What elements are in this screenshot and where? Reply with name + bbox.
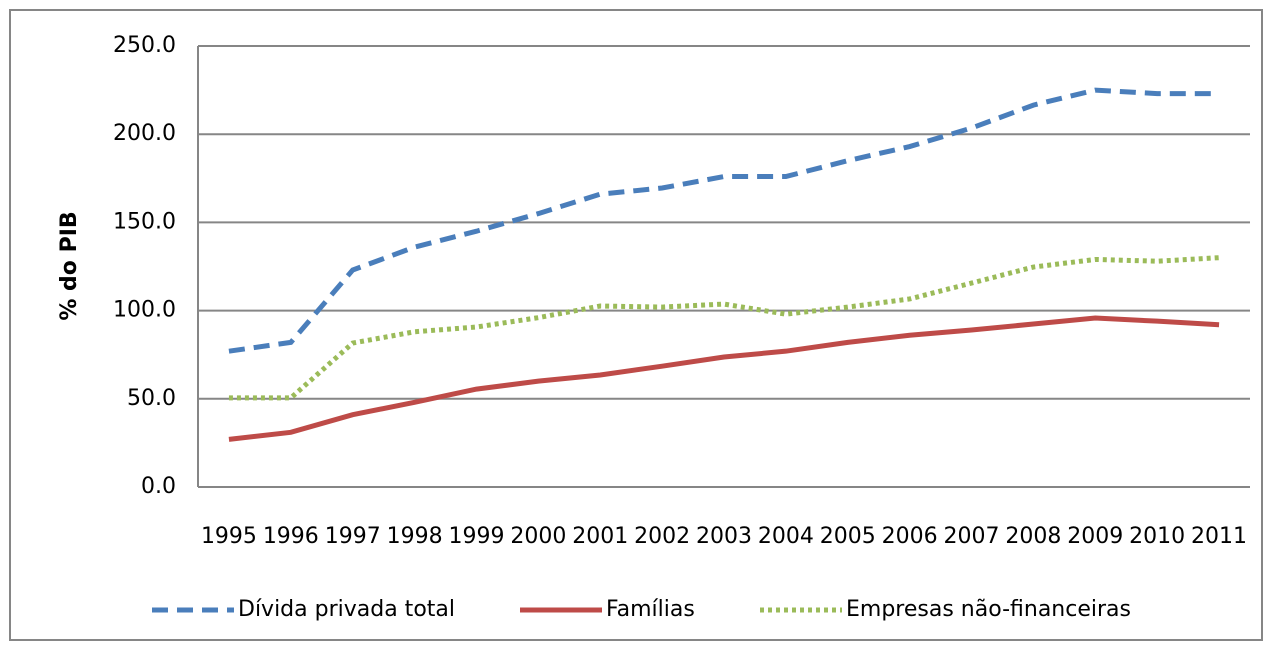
y-tick-label: 200.0 bbox=[113, 121, 176, 146]
x-tick-label: 2007 bbox=[944, 524, 1000, 549]
y-axis-label: % do PIB bbox=[57, 211, 82, 320]
x-tick-label: 2008 bbox=[1005, 524, 1061, 549]
x-tick-label: 2002 bbox=[634, 524, 690, 549]
y-tick-label: 250.0 bbox=[113, 33, 176, 58]
legend-label: Famílias bbox=[606, 597, 695, 622]
y-tick-label: 100.0 bbox=[113, 298, 176, 323]
series-line bbox=[228, 255, 1220, 401]
x-tick-label: 1999 bbox=[448, 524, 504, 549]
x-tick-label: 2000 bbox=[510, 524, 566, 549]
series-line bbox=[228, 315, 1220, 442]
x-tick-label: 1995 bbox=[201, 524, 257, 549]
x-tick-label: 2003 bbox=[696, 524, 752, 549]
series-line bbox=[228, 87, 1220, 354]
x-tick-label: 2009 bbox=[1067, 524, 1123, 549]
x-tick-label: 2010 bbox=[1129, 524, 1185, 549]
x-tick-label: 1996 bbox=[263, 524, 319, 549]
x-tick-label: 2006 bbox=[882, 524, 938, 549]
x-tick-label: 2001 bbox=[572, 524, 628, 549]
x-tick-label: 2005 bbox=[820, 524, 876, 549]
y-tick-label: 0.0 bbox=[141, 474, 176, 499]
y-tick-label: 150.0 bbox=[113, 209, 176, 234]
x-tick-label: 2011 bbox=[1191, 524, 1247, 549]
y-tick-label: 50.0 bbox=[127, 386, 176, 411]
x-tick-label: 2004 bbox=[758, 524, 814, 549]
legend-label: Dívida privada total bbox=[238, 597, 455, 622]
x-tick-label: 1998 bbox=[387, 524, 443, 549]
chart-frame bbox=[9, 9, 1263, 641]
legend-label: Empresas não-financeiras bbox=[846, 597, 1131, 622]
x-tick-label: 1997 bbox=[325, 524, 381, 549]
